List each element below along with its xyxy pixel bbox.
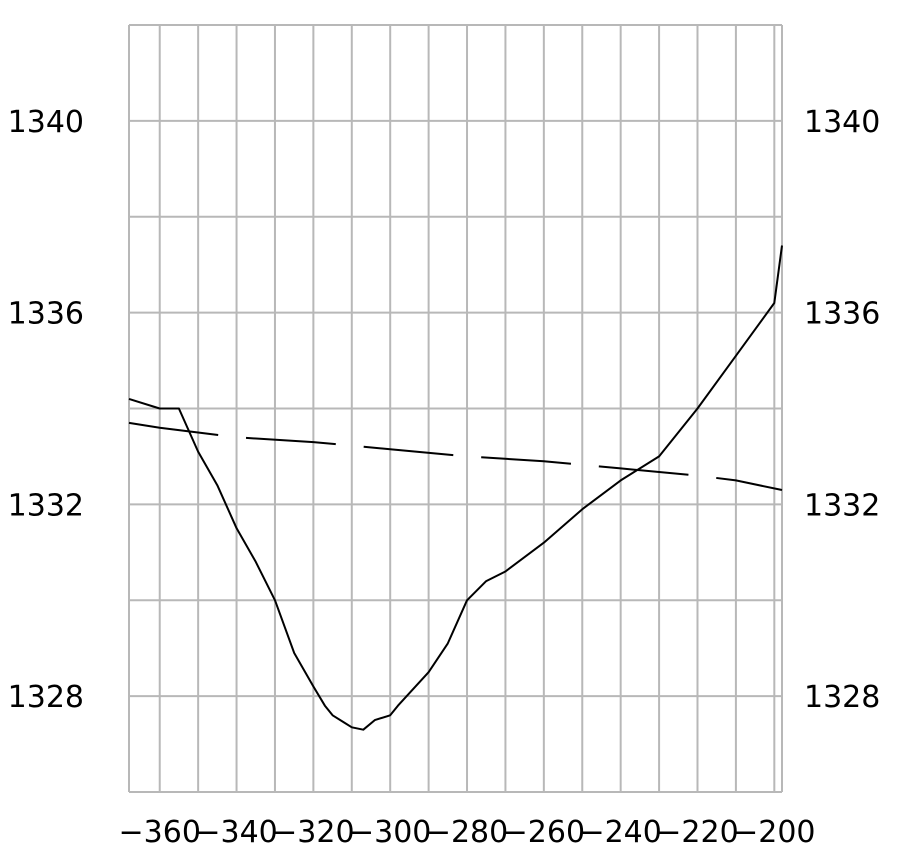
x-axis-tick-labels: −360−340−320−300−280−260−240−220−200 <box>119 815 816 850</box>
y-axis-tick-labels-right: 1328 1332 1336 1340 <box>804 105 880 715</box>
x-tick-label: −240 <box>579 815 661 850</box>
y-tick-label-left: 1332 <box>8 488 84 523</box>
x-tick-label: −220 <box>656 815 738 850</box>
x-tick-label: −200 <box>733 815 815 850</box>
y-tick-label-left: 1328 <box>8 680 84 715</box>
dashed-series-line <box>128 421 783 491</box>
solid-series-line <box>128 245 783 731</box>
chart-series <box>128 245 783 731</box>
y-tick-label-left: 1336 <box>8 297 84 332</box>
x-tick-label: −360 <box>119 815 201 850</box>
x-tick-label: −280 <box>426 815 508 850</box>
y-axis-tick-labels-left: 1328 1332 1336 1340 <box>8 105 84 715</box>
chart-grid <box>128 24 783 793</box>
y-tick-label-right: 1328 <box>804 680 880 715</box>
y-tick-label-right: 1336 <box>804 297 880 332</box>
x-tick-label: −260 <box>503 815 585 850</box>
x-tick-label: −320 <box>272 815 354 850</box>
x-tick-label: −300 <box>349 815 431 850</box>
y-tick-label-right: 1340 <box>804 105 880 140</box>
x-tick-label: −340 <box>195 815 277 850</box>
y-tick-label-right: 1332 <box>804 488 880 523</box>
y-tick-label-left: 1340 <box>8 105 84 140</box>
